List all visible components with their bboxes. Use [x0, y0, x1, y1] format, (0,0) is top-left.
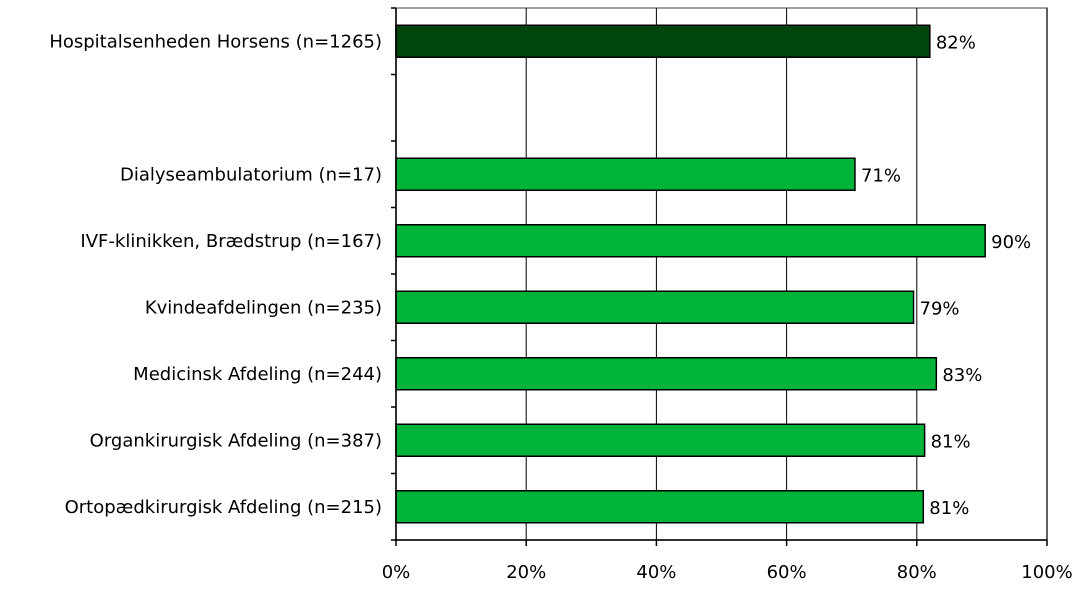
grid-lines [395, 7, 1048, 541]
bar [395, 357, 938, 391]
category-label: Organkirurgisk Afdeling (n=387) [90, 430, 382, 451]
axes [391, 7, 1048, 546]
category-label: IVF-klinikken, Brædstrup (n=167) [80, 231, 382, 252]
data-label: 79% [920, 298, 960, 319]
bar [395, 423, 926, 457]
x-tick-label: 80% [897, 562, 937, 583]
category-label: Ortopædkirurgisk Afdeling (n=215) [65, 497, 382, 518]
data-label: 83% [942, 365, 982, 386]
x-tick-label: 40% [636, 562, 676, 583]
data-label: 81% [931, 431, 971, 452]
category-label: Kvindeafdelingen (n=235) [145, 297, 382, 318]
data-label: 71% [861, 165, 901, 186]
x-tick-label: 100% [1021, 562, 1072, 583]
data-label: 90% [991, 232, 1031, 253]
x-tick-label: 0% [382, 562, 411, 583]
plot-area-border [395, 7, 1048, 541]
bar [395, 224, 986, 258]
bar [395, 24, 931, 58]
data-label: 82% [936, 32, 976, 53]
bar [395, 290, 915, 324]
x-tick-label: 20% [506, 562, 546, 583]
labels: 0% 20% 40% 60% 80% 100% Hospitalsenheden Horse… [49, 31, 1072, 583]
bars [395, 24, 986, 524]
bar [395, 157, 856, 191]
category-label: Medicinsk Afdeling (n=244) [133, 364, 382, 385]
bar [395, 490, 925, 524]
x-tick-label: 60% [767, 562, 807, 583]
category-label: Dialyseambulatorium (n=17) [120, 164, 382, 185]
data-label: 81% [929, 498, 969, 519]
category-label: Hospitalsenheden Horsens (n=1265) [49, 31, 382, 52]
